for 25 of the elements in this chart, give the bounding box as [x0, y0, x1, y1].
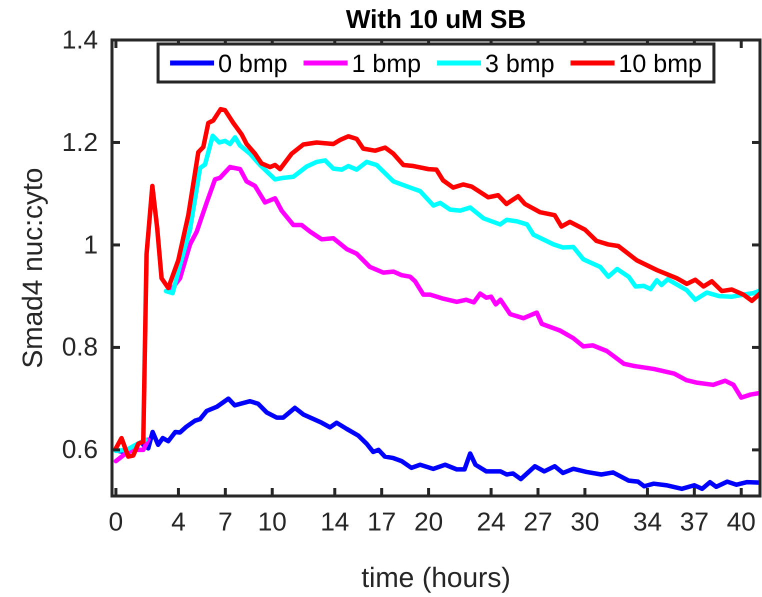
legend-label: 0 bmp [218, 50, 288, 78]
y-tick-label: 0.8 [62, 332, 98, 362]
x-tick-label: 20 [414, 506, 444, 536]
legend-label: 10 bmp [618, 50, 702, 78]
x-tick-label: 10 [258, 506, 287, 536]
chart-title: With 10 uM SB [346, 4, 526, 34]
x-tick-label: 30 [570, 506, 600, 536]
x-tick-label: 14 [320, 506, 350, 536]
y-tick-label: 1.2 [62, 126, 98, 157]
x-tick-label: 27 [524, 506, 552, 536]
y-tick-label: 1.4 [62, 24, 98, 54]
legend-label: 3 bmp [485, 50, 555, 78]
x-tick-label: 24 [476, 506, 506, 536]
x-tick-label: 0 [108, 506, 124, 536]
x-tick-label: 40 [726, 506, 756, 536]
x-tick-label: 34 [632, 506, 662, 536]
y-tick-label: 0.6 [62, 434, 98, 464]
x-tick-label: 17 [367, 506, 396, 536]
legend-label: 1 bmp [352, 50, 422, 78]
y-axis-title: Smad4 nuc:cyto [17, 168, 48, 368]
x-tick-label: 37 [680, 506, 709, 536]
y-tick-label: 1 [84, 229, 98, 260]
x-axis-title: time (hours) [361, 562, 511, 593]
x-tick-label: 4 [171, 506, 186, 536]
x-tick-label: 7 [218, 506, 233, 536]
